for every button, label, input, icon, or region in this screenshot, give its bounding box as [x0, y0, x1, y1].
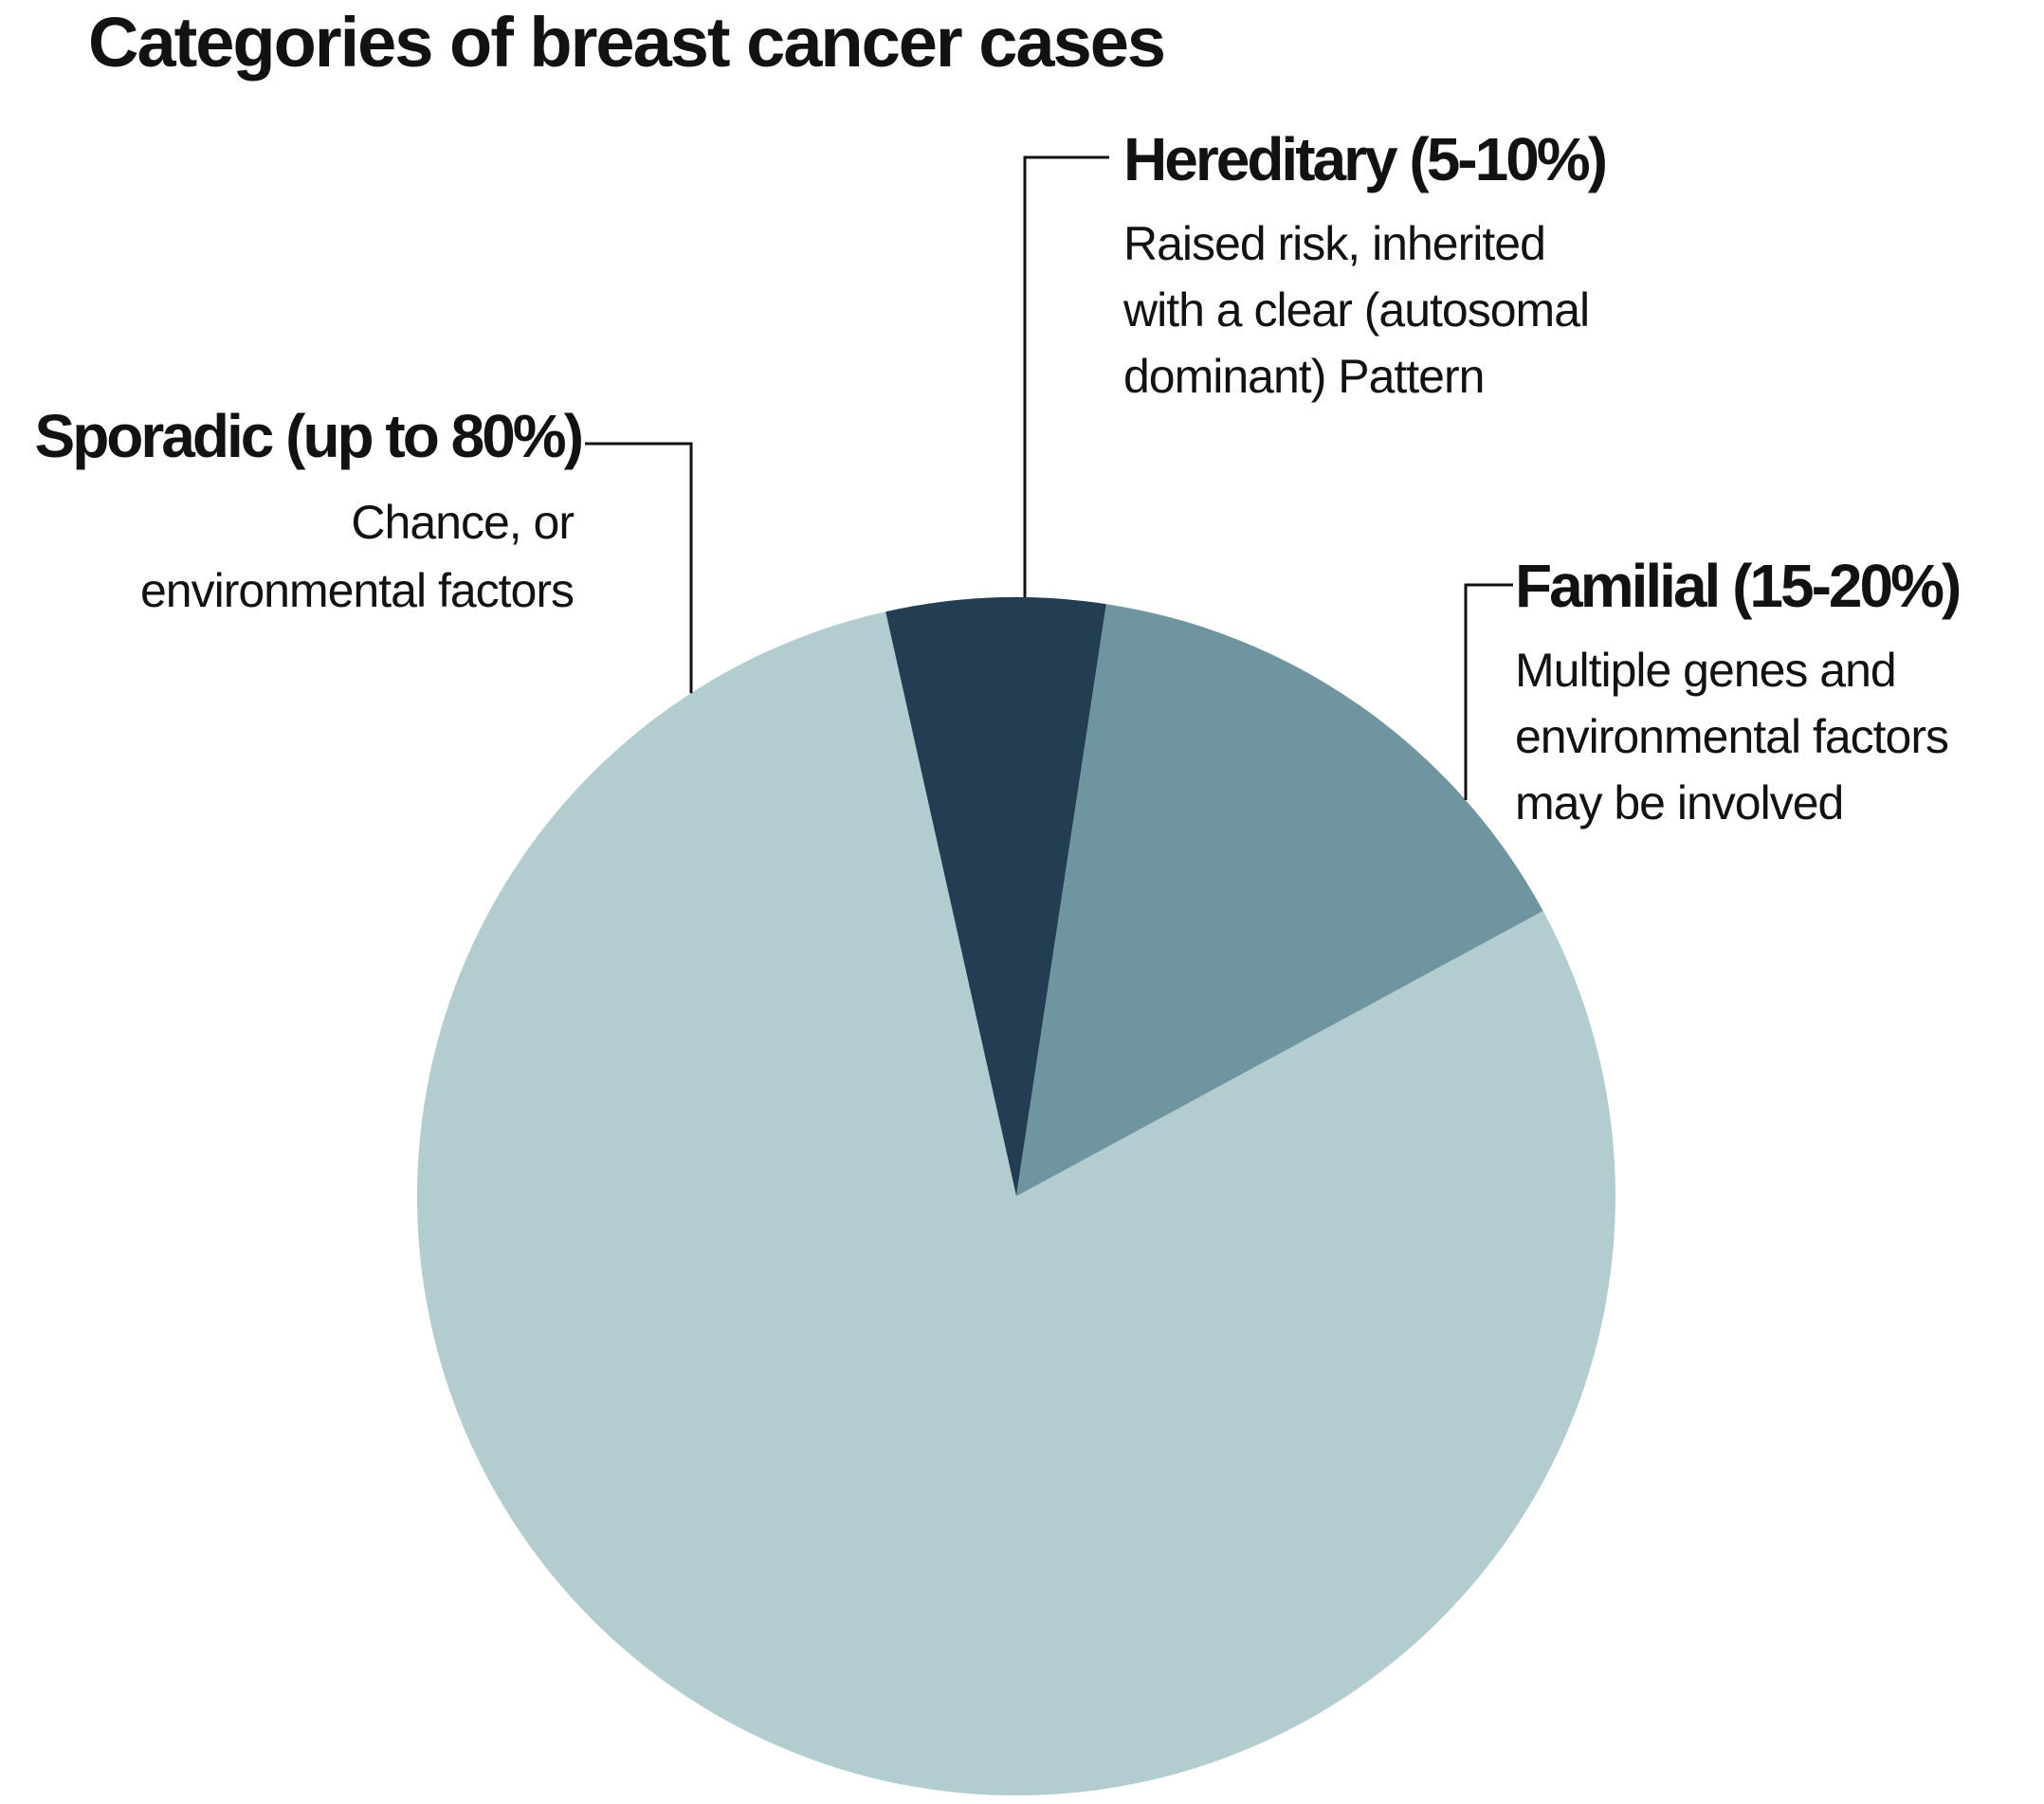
text-line: environmental factors — [139, 564, 575, 617]
chart-title: Categories of breast cancer cases — [88, 3, 1166, 82]
text-line: dominant) Pattern — [1123, 350, 1485, 403]
text-line: Raised risk, inherited — [1123, 217, 1546, 270]
familial-leader-line — [1464, 583, 1513, 800]
text-line: environmental factors — [1515, 710, 1949, 763]
callout-sporadic-title: Sporadic (up to 80%) — [34, 402, 584, 470]
pie-slice-sporadic — [416, 611, 1615, 1795]
callout-familial-title: Familial (15-20%) — [1515, 552, 1962, 620]
text-line: Chance, or — [351, 496, 575, 549]
hereditary-leader-line — [1023, 155, 1109, 598]
text-line: may be involved — [1515, 776, 1844, 829]
callout-familial-description: Multiple genes and environmental factors… — [1515, 637, 1949, 836]
sporadic-leader-line — [585, 442, 693, 694]
pie-slice-familial — [1016, 604, 1543, 1196]
callout-sporadic-description: Chance, or environmental factors — [139, 488, 575, 625]
text-line: with a clear (autosomal — [1123, 283, 1590, 337]
pie-slice-hereditary — [885, 597, 1106, 1196]
callout-hereditary-title: Hereditary (5-10%) — [1123, 125, 1608, 193]
callout-hereditary-description: Raised risk, inherited with a clear (aut… — [1123, 210, 1590, 410]
text-line: Multiple genes and — [1515, 644, 1897, 697]
